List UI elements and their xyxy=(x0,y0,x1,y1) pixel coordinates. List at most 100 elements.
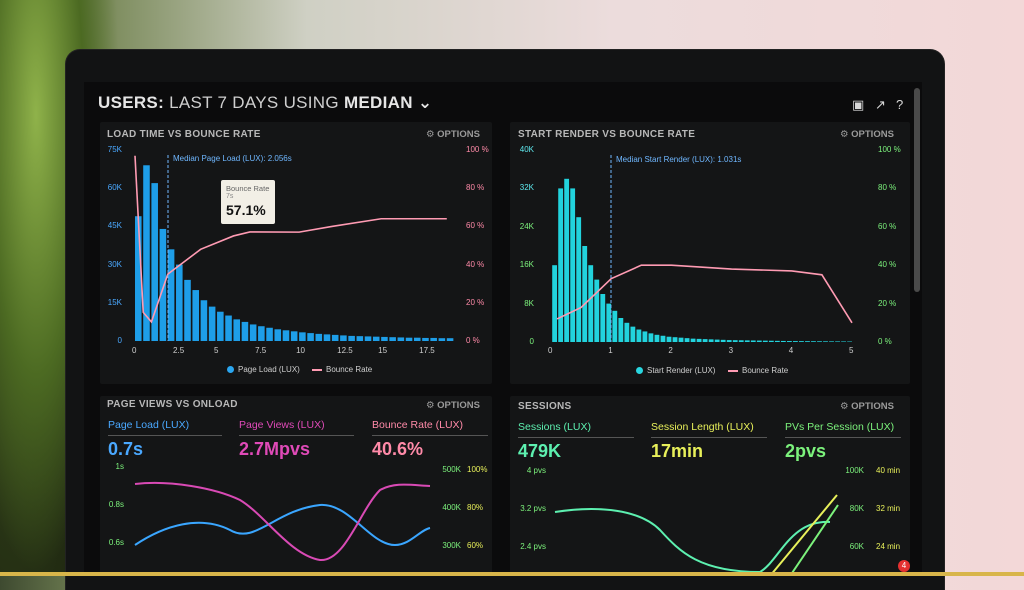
y2-tick-label: 80 % xyxy=(466,183,484,192)
y-tick-label: 3.2 pvs xyxy=(520,504,546,513)
y3-tick-label: 40 min xyxy=(876,466,900,475)
bar xyxy=(250,324,257,341)
bar xyxy=(769,341,774,342)
x-tick-label: 0 xyxy=(548,346,552,355)
y2-tick-label: 400K xyxy=(442,503,461,512)
bar xyxy=(757,341,762,342)
x-tick-label: 5 xyxy=(214,346,218,355)
x-tick-label: 3 xyxy=(729,346,733,355)
bar xyxy=(636,330,641,342)
y-tick-label: 60K xyxy=(108,183,122,192)
bar xyxy=(667,337,672,342)
bar xyxy=(564,179,569,342)
bar xyxy=(135,216,142,341)
bar xyxy=(612,311,617,342)
y-tick-label: 0 xyxy=(530,337,534,346)
bar xyxy=(570,188,575,342)
y2-tick-label: 0 % xyxy=(878,337,892,346)
y2-tick-label: 0 % xyxy=(466,336,480,345)
x-tick-label: 1 xyxy=(608,346,612,355)
bar xyxy=(373,337,380,341)
bar xyxy=(649,333,654,342)
y-tick-label: 32K xyxy=(520,183,534,192)
bar xyxy=(661,336,666,342)
y2-tick-label: 300K xyxy=(442,541,461,550)
bar xyxy=(201,300,208,341)
y2-tick-label: 60 % xyxy=(878,222,896,231)
x-tick-label: 7.5 xyxy=(255,346,266,355)
bar xyxy=(348,336,355,341)
bar xyxy=(739,340,744,342)
bar xyxy=(630,327,635,342)
bar xyxy=(594,280,599,342)
bar xyxy=(673,337,678,342)
notification-badge[interactable]: 4 xyxy=(898,560,910,572)
y2-tick-label: 500K xyxy=(442,465,461,474)
y3-tick-label: 80% xyxy=(467,503,483,512)
y2-tick-label: 20 % xyxy=(878,299,896,308)
x-tick-label: 17.5 xyxy=(419,346,435,355)
bar xyxy=(793,341,798,342)
x-tick-label: 0 xyxy=(132,346,136,355)
y-tick-label: 30K xyxy=(108,260,122,269)
bar xyxy=(805,341,810,342)
y2-tick-label: 60 % xyxy=(466,221,484,230)
x-tick-label: 5 xyxy=(849,346,853,355)
bar xyxy=(685,338,690,342)
bar xyxy=(799,341,804,342)
bar xyxy=(841,341,846,342)
bar xyxy=(655,335,660,342)
y-tick-label: 4 pvs xyxy=(527,466,546,475)
bar xyxy=(600,294,605,342)
y-tick-label: 8K xyxy=(524,299,534,308)
y-tick-label: 45K xyxy=(108,221,122,230)
bar xyxy=(781,341,786,342)
x-tick-label: 2.5 xyxy=(173,346,184,355)
bar xyxy=(209,307,216,341)
x-tick-label: 15 xyxy=(378,346,387,355)
bar xyxy=(357,336,364,341)
y-tick-label: 2.4 pvs xyxy=(520,542,546,551)
bar xyxy=(307,333,314,341)
y2-tick-label: 20 % xyxy=(466,298,484,307)
y2-tick-label: 80K xyxy=(850,504,864,513)
x-tick-label: 12.5 xyxy=(337,346,353,355)
bar xyxy=(184,280,191,341)
bar xyxy=(439,338,446,341)
y2-tick-label: 100 % xyxy=(878,145,901,154)
y3-tick-label: 24 min xyxy=(876,542,900,551)
x-tick-label: 4 xyxy=(789,346,793,355)
bar xyxy=(582,246,587,342)
bar xyxy=(365,336,372,341)
pvs-line xyxy=(790,505,838,576)
bar xyxy=(242,322,249,341)
bar xyxy=(703,339,708,342)
x-tick-label: 10 xyxy=(296,346,305,355)
bar xyxy=(745,340,750,342)
bar xyxy=(733,340,738,342)
session-length-line xyxy=(770,495,837,576)
bar xyxy=(558,188,563,342)
bar xyxy=(618,318,623,342)
bar xyxy=(340,335,347,341)
bar xyxy=(552,265,557,342)
bar xyxy=(697,339,702,342)
bar xyxy=(835,341,840,342)
bar xyxy=(624,323,629,342)
bar xyxy=(389,337,396,341)
bar xyxy=(381,337,388,341)
bar xyxy=(775,341,780,342)
bar xyxy=(430,338,437,341)
charts-layer xyxy=(0,0,1024,576)
bar xyxy=(192,290,199,341)
bar xyxy=(823,341,828,342)
bar xyxy=(606,304,611,342)
bar xyxy=(168,249,175,341)
bar xyxy=(811,341,816,342)
bar xyxy=(715,340,720,342)
y-tick-label: 16K xyxy=(520,260,534,269)
y2-tick-label: 40 % xyxy=(878,260,896,269)
y-tick-label: 75K xyxy=(108,145,122,154)
bar xyxy=(324,334,331,341)
y3-tick-label: 60% xyxy=(467,541,483,550)
